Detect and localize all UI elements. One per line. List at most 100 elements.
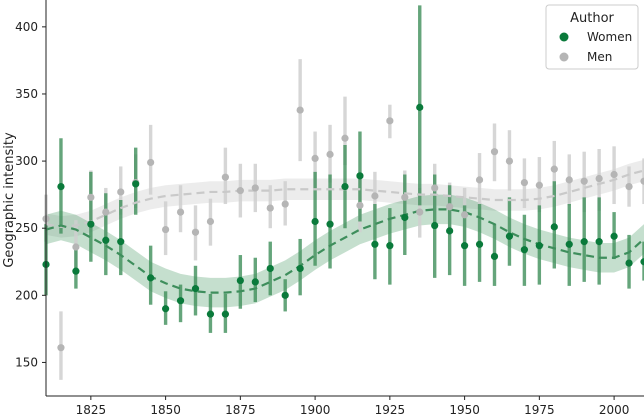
legend-women-label: Women (587, 30, 632, 44)
women-point (550, 223, 558, 231)
men-point (221, 173, 229, 181)
men-point (87, 193, 95, 201)
legend-title: Author (570, 11, 614, 26)
x-tick-label: 1950 (449, 403, 480, 417)
x-tick-label: 1875 (225, 403, 256, 417)
women-point (431, 221, 439, 230)
men-point (57, 344, 65, 352)
men-point (311, 154, 319, 162)
women-point (371, 240, 379, 248)
women-point (565, 240, 573, 248)
men-point (102, 208, 110, 216)
men-point (281, 200, 289, 208)
x-tick-label: 1850 (150, 403, 181, 417)
y-tick-label: 350 (15, 87, 38, 101)
women-point (206, 310, 215, 318)
women-point (416, 103, 424, 111)
women-point (102, 236, 110, 244)
y-tick-label: 300 (15, 154, 38, 168)
women-point (296, 264, 304, 273)
women-point (221, 310, 229, 318)
men-point (117, 188, 125, 196)
men-point (416, 208, 424, 216)
men-point (535, 181, 543, 189)
men-point (461, 211, 469, 219)
women-point (176, 297, 185, 305)
women-point (535, 242, 543, 250)
x-axis-ticks: 1825 1850 1875 1900 1925 1950 1975 2000 (76, 396, 630, 417)
men-point (640, 177, 644, 185)
men-point (356, 201, 364, 209)
men-point (431, 184, 439, 192)
women-point (475, 240, 484, 248)
x-tick-label: 1900 (300, 403, 331, 417)
y-axis-ticks: 150 200 250 300 350 400 (15, 20, 46, 369)
men-point (446, 203, 454, 211)
y-tick-label: 150 (15, 355, 38, 369)
men-point (475, 176, 484, 184)
women-point (326, 220, 334, 228)
x-tick-label: 1825 (76, 403, 107, 417)
men-point (251, 184, 259, 192)
men-point (371, 192, 379, 200)
y-tick-label: 200 (15, 288, 38, 302)
men-point (162, 225, 170, 234)
men-point (236, 187, 244, 195)
men-point (505, 157, 514, 165)
legend-men-marker (559, 52, 569, 62)
men-point (72, 243, 80, 251)
women-point (132, 180, 140, 188)
men-point (490, 148, 499, 156)
legend: Author Women Men (545, 4, 639, 70)
men-point (401, 193, 409, 201)
women-point (461, 242, 469, 250)
men-point (147, 158, 155, 167)
women-point (72, 267, 80, 275)
men-point (176, 208, 185, 216)
x-tick-label: 2000 (599, 403, 630, 417)
women-trend-line (45, 208, 644, 294)
women-point (401, 213, 409, 222)
men-point (565, 176, 573, 184)
women-point (625, 259, 633, 267)
y-axis-title: Geographic intensity (2, 132, 17, 268)
women-point (191, 285, 200, 293)
women-point (251, 278, 259, 286)
women-trend-line (45, 208, 644, 294)
men-point (341, 134, 349, 142)
women-point (356, 172, 364, 180)
men-point (595, 174, 603, 183)
men-points (42, 106, 644, 352)
women-point (281, 291, 289, 299)
men-point (520, 178, 529, 187)
men-point (550, 165, 558, 173)
y-tick-label: 250 (15, 221, 38, 235)
men-point (296, 106, 304, 114)
women-point (311, 217, 319, 226)
women-point (57, 182, 65, 191)
legend-frame (545, 4, 639, 70)
men-point (610, 170, 618, 179)
women-point (595, 238, 603, 246)
x-tick-label: 1975 (524, 403, 555, 417)
women-point (87, 220, 95, 228)
men-point (326, 150, 334, 158)
women-point (117, 238, 125, 246)
women-point (266, 264, 274, 273)
women-point (236, 276, 244, 285)
men-point (580, 177, 588, 185)
women-point (341, 182, 349, 191)
women-point (610, 232, 618, 240)
men-point (266, 204, 274, 212)
men-point (191, 228, 200, 236)
women-point (490, 252, 499, 260)
legend-women-marker (559, 32, 569, 42)
women-point (520, 246, 529, 254)
women-point (640, 258, 644, 266)
men-point (206, 217, 215, 226)
women-point (580, 238, 588, 246)
y-tick-label: 400 (15, 20, 38, 34)
women-point (505, 232, 514, 240)
men-point (386, 117, 394, 125)
